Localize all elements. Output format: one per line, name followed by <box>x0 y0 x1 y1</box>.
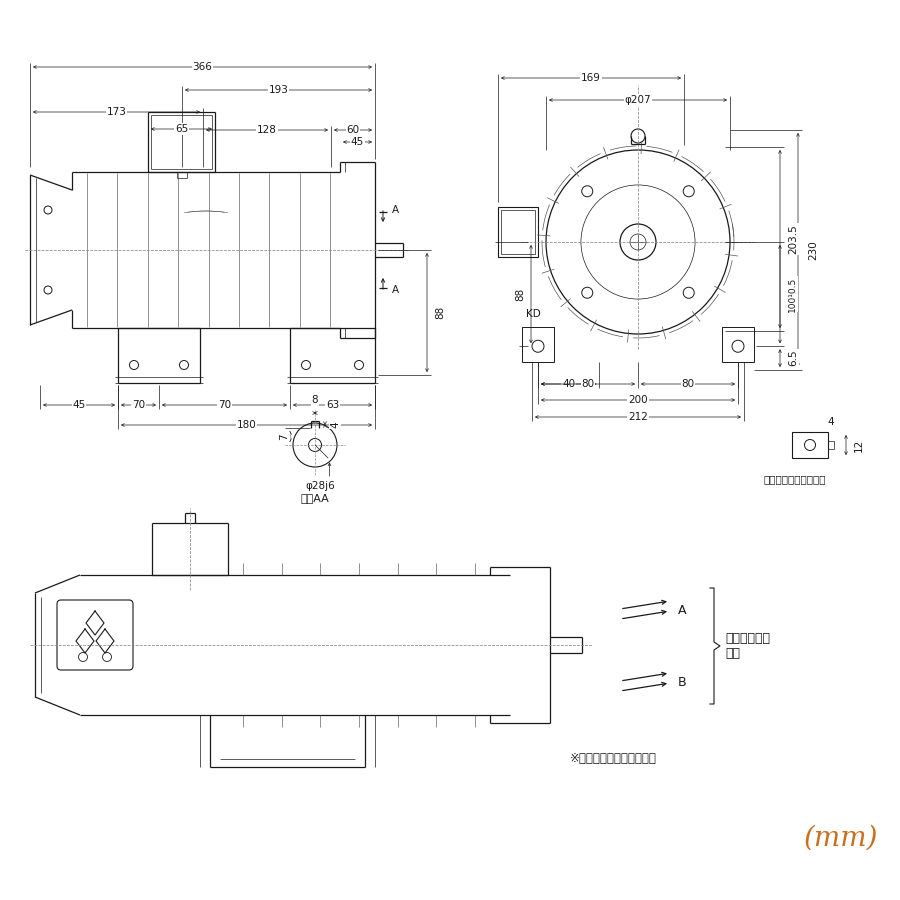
Text: 80: 80 <box>581 379 595 389</box>
Text: φ28j6: φ28j6 <box>305 481 335 491</box>
Bar <box>501 210 535 254</box>
Text: KD: KD <box>526 309 541 319</box>
Text: 45: 45 <box>72 400 86 410</box>
Text: 取付足を上側より見て: 取付足を上側より見て <box>764 474 826 484</box>
Text: 180: 180 <box>237 420 256 430</box>
Bar <box>792 432 828 458</box>
Bar <box>498 207 538 257</box>
Text: 128: 128 <box>257 125 277 135</box>
Text: 70: 70 <box>218 400 231 410</box>
Text: 断面AA: 断面AA <box>301 493 329 503</box>
Text: 366: 366 <box>193 62 212 72</box>
Text: 12: 12 <box>854 438 864 452</box>
Text: 193: 193 <box>268 85 288 95</box>
Text: 88: 88 <box>515 287 525 301</box>
Text: φ207: φ207 <box>625 95 652 105</box>
Text: 212: 212 <box>628 412 648 422</box>
Text: 200: 200 <box>628 395 648 405</box>
Text: (mm): (mm) <box>804 825 878 852</box>
Text: 169: 169 <box>581 73 601 83</box>
Bar <box>522 327 554 362</box>
Text: 45: 45 <box>351 137 364 147</box>
Text: A: A <box>392 285 399 295</box>
Text: 40: 40 <box>562 379 575 389</box>
Text: 88: 88 <box>435 306 445 319</box>
Bar <box>722 327 754 362</box>
Text: B: B <box>678 676 687 688</box>
Text: 4: 4 <box>828 417 834 427</box>
Text: 70: 70 <box>132 400 145 410</box>
Text: 173: 173 <box>106 107 126 117</box>
Text: 65: 65 <box>175 124 188 134</box>
Text: 80: 80 <box>681 379 695 389</box>
Text: A: A <box>392 205 399 215</box>
Text: 4: 4 <box>330 421 340 428</box>
Text: 7: 7 <box>279 433 289 440</box>
Text: ※許容スラスト荷重を参照: ※許容スラスト荷重を参照 <box>570 752 657 765</box>
Text: 203.5: 203.5 <box>788 224 798 254</box>
Text: A: A <box>678 604 687 617</box>
Text: 100¹0.5: 100¹0.5 <box>788 276 797 311</box>
Text: 8: 8 <box>311 395 319 405</box>
Text: 63: 63 <box>326 400 339 410</box>
Text: 60: 60 <box>346 125 360 135</box>
Text: 6.5: 6.5 <box>788 350 798 366</box>
Text: 230: 230 <box>808 240 818 260</box>
Text: スラスト荷重
方向: スラスト荷重 方向 <box>725 632 770 660</box>
